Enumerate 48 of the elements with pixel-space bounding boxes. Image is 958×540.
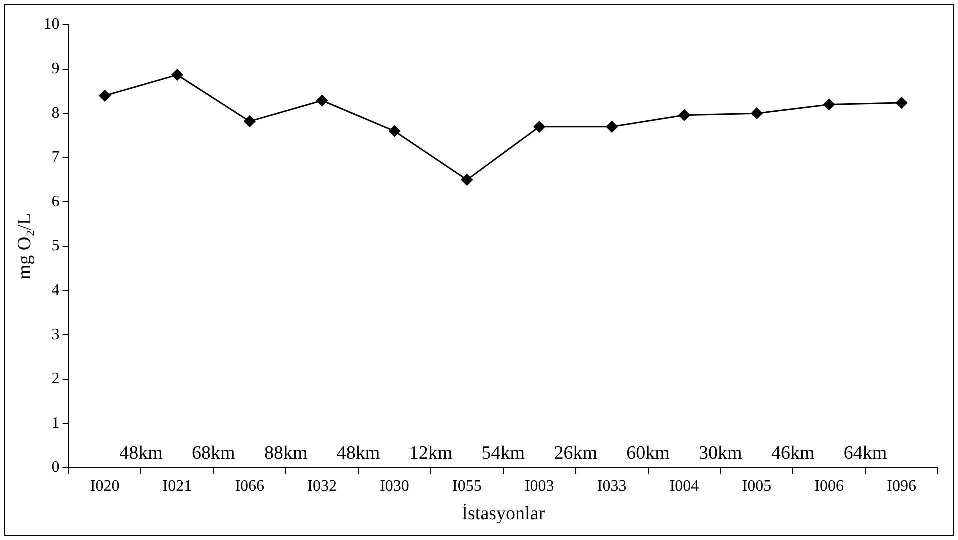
y-tick-label: 1 [52,414,60,432]
point [534,121,546,133]
x-tick-label: I020 [90,478,120,495]
y-tick-label: 3 [52,326,60,344]
annotation: 64km [844,442,888,464]
y-tick-label: 0 [52,459,60,476]
point [678,110,690,122]
point [244,116,256,128]
annotation: 46km [771,442,815,464]
y-tick-label: 9 [52,60,60,78]
x-tick-label: I096 [887,478,916,495]
x-tick-label: I055 [452,478,482,495]
point [751,108,763,120]
annotation: 26km [554,442,598,464]
x-axis-title: İstasyonlar [462,504,546,525]
annotation: 12km [409,442,453,464]
x-tick-label: I032 [308,478,337,495]
y-axis-title: mg O₂/L [14,213,36,280]
annotation: 48km [120,442,164,464]
x-tick-label: I066 [235,478,265,495]
y-tick-label: 4 [52,282,60,300]
annotation: 88km [264,442,308,464]
annotation: 60km [626,442,670,464]
point [316,95,328,107]
annotation: 30km [699,442,743,464]
x-tick-label: I030 [380,478,410,495]
point [606,121,618,133]
y-tick-label: 8 [52,104,60,122]
point [389,126,400,138]
y-tick-label: 10 [44,16,60,34]
point [461,174,473,186]
point [172,69,184,81]
point [896,97,908,109]
annotation: 68km [192,442,236,464]
x-tick-label: I005 [742,478,772,495]
annotation: 54km [482,442,526,464]
x-tick-label: I006 [814,478,844,495]
x-tick-label: I021 [162,478,192,495]
point [99,90,111,102]
point [824,98,836,110]
x-tick-label: I004 [670,478,700,495]
y-tick-label: 6 [52,193,60,210]
y-tick-label: 7 [52,149,60,166]
x-tick-label: I003 [524,478,554,495]
annotation: 48km [336,442,380,464]
y-tick-label: 2 [52,370,60,388]
y-tick-label: 5 [52,238,60,255]
x-tick-label: I033 [597,478,627,495]
